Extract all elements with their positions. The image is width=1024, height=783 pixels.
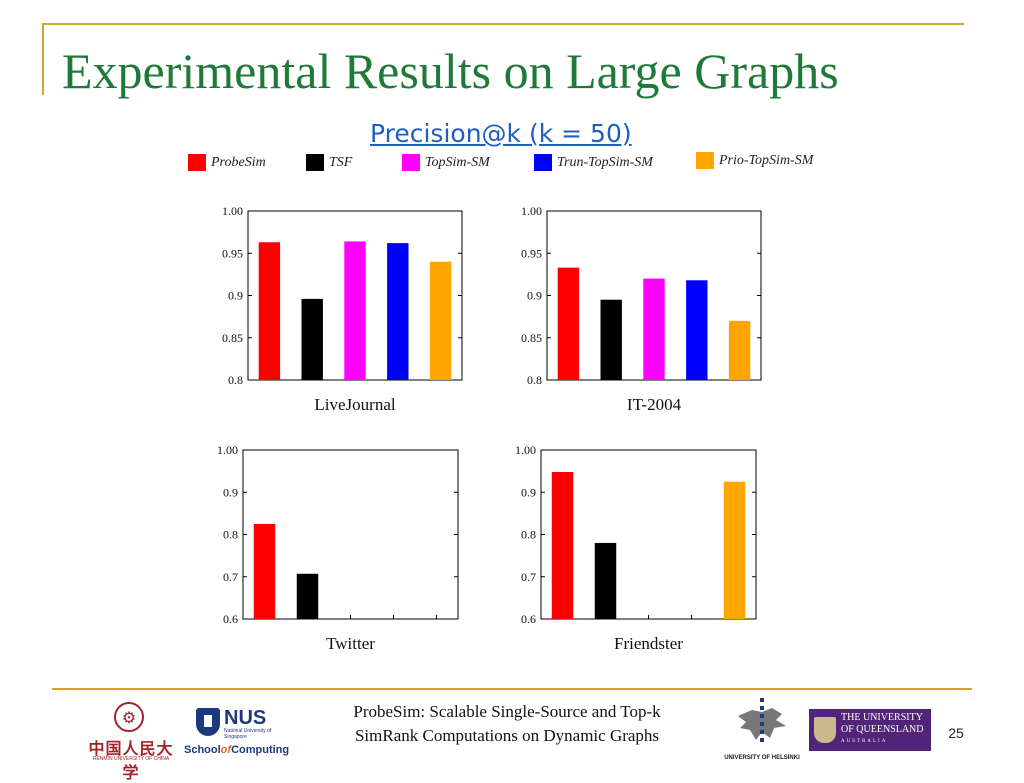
footer-line-1: ProbeSim: Scalable Single-Source and Top…	[353, 702, 661, 721]
y-tick-label-it-2004-0: 0.8	[527, 373, 542, 387]
legend-item-prio-topsim-sm: Prio-TopSim-SM	[696, 152, 813, 169]
chart-friendster: 0.6 0.7 0.8 0.9 1.00 Friendster	[515, 443, 757, 653]
title-rule-top	[42, 23, 964, 25]
bar-livejournal-probesim	[258, 242, 281, 380]
y-tick-label-livejournal-3: 0.95	[222, 246, 243, 260]
legend-label-trun-topsim-sm: Trun-TopSim-SM	[557, 154, 653, 170]
chart-livejournal: 0.8 0.85 0.9 0.95 1.00 LiveJournal	[222, 204, 463, 414]
legend-swatch-probesim	[188, 154, 206, 171]
bar-friendster-prio-topsim-sm	[723, 481, 746, 619]
footer-rule	[52, 688, 972, 690]
legend-label-prio-topsim-sm: Prio-TopSim-SM	[719, 152, 814, 168]
y-tick-label-twitter-3: 0.9	[223, 485, 238, 499]
legend-item-tsf: TSF	[306, 154, 352, 171]
bar-livejournal-tsf	[301, 298, 323, 380]
bar-it-2004-prio-topsim-sm	[728, 320, 751, 380]
slide-title: Experimental Results on Large Graphs	[62, 43, 839, 99]
nus-school-name: SchoolofComputing	[184, 744, 289, 756]
slide-number: 25	[948, 725, 964, 741]
legend-item-probesim: ProbeSim	[188, 154, 266, 171]
y-tick-label-it-2004-1: 0.85	[521, 331, 542, 345]
y-tick-label-it-2004-3: 0.95	[521, 246, 542, 260]
legend-item-trun-topsim-sm: Trun-TopSim-SM	[534, 154, 653, 171]
y-tick-label-twitter-2: 0.8	[223, 528, 238, 542]
uq-line-3: AUSTRALIA	[841, 739, 888, 744]
legend-swatch-tsf	[306, 154, 324, 171]
bar-friendster-tsf	[594, 542, 617, 619]
y-tick-label-it-2004-2: 0.9	[527, 289, 542, 303]
uq-crest-icon	[814, 717, 836, 743]
y-tick-label-twitter-0: 0.6	[223, 612, 238, 626]
chart-it-2004: 0.8 0.85 0.9 0.95 1.00 IT-2004	[521, 204, 762, 414]
nus-school-of: of	[220, 744, 232, 756]
nus-full-name: National University of Singapore	[224, 728, 272, 740]
renmin-english-name: RENMIN UNIVERSITY OF CHINA	[92, 756, 170, 762]
y-tick-label-friendster-0: 0.6	[521, 612, 536, 626]
renmin-emblem-icon: ⚙	[114, 702, 144, 732]
bar-it-2004-topsim-sm	[643, 278, 665, 380]
nus-computing-word: Computing	[231, 744, 290, 756]
legend-label-tsf: TSF	[329, 154, 353, 170]
y-tick-label-twitter-1: 0.7	[223, 570, 238, 584]
y-tick-label-friendster-4: 1.00	[515, 443, 536, 457]
y-tick-label-livejournal-1: 0.85	[222, 331, 243, 345]
bar-livejournal-trun-topsim-sm	[387, 243, 409, 380]
bar-livejournal-topsim-sm	[344, 241, 366, 380]
y-tick-label-it-2004-4: 1.00	[521, 204, 542, 218]
y-tick-label-livejournal-4: 1.00	[222, 204, 243, 218]
nus-wordmark: NUS	[224, 707, 267, 729]
helsinki-logo: UNIVERSITY OF HELSINKI	[716, 696, 808, 766]
precision-link[interactable]: Precision@k (k = 50)	[370, 119, 632, 148]
helsinki-caption: UNIVERSITY OF HELSINKI	[724, 755, 800, 761]
renmin-university-logo: ⚙ 中国人民大学 RENMIN UNIVERSITY OF CHINA	[84, 702, 178, 782]
bar-it-2004-probesim	[557, 267, 580, 380]
bar-livejournal-prio-topsim-sm	[429, 261, 452, 380]
y-tick-label-friendster-1: 0.7	[521, 570, 536, 584]
y-tick-label-twitter-4: 1.00	[217, 443, 238, 457]
nus-crest-icon	[196, 708, 220, 736]
legend-swatch-prio-topsim-sm	[696, 152, 714, 169]
footer-citation: ProbeSim: Scalable Single-Source and Top…	[322, 700, 692, 748]
chart-title-livejournal: LiveJournal	[314, 395, 395, 414]
chart-legend: ProbeSim TSF TopSim-SM Trun-TopSim-SM Pr…	[0, 0, 1024, 180]
y-tick-label-livejournal-0: 0.8	[228, 373, 243, 387]
footer-line-2: SimRank Computations on Dynamic Graphs	[354, 726, 660, 745]
uq-line-1: THE UNIVERSITY	[841, 712, 923, 723]
legend-label-topsim-sm: TopSim-SM	[425, 154, 490, 170]
bar-it-2004-tsf	[600, 299, 622, 380]
chart-twitter: 0.6 0.7 0.8 0.9 1.00 Twitter	[217, 443, 459, 653]
bar-it-2004-trun-topsim-sm	[686, 280, 708, 380]
legend-label-probesim: ProbeSim	[211, 154, 266, 170]
uq-logo: THE UNIVERSITY OF QUEENSLAND AUSTRALIA	[809, 709, 931, 751]
y-tick-label-friendster-2: 0.8	[521, 528, 536, 542]
y-tick-label-livejournal-2: 0.9	[228, 289, 243, 303]
nus-school-word: School	[184, 744, 221, 756]
bar-friendster-probesim	[551, 471, 574, 619]
legend-item-topsim-sm: TopSim-SM	[402, 154, 490, 171]
chart-title-it-2004: IT-2004	[627, 395, 682, 414]
legend-swatch-topsim-sm	[402, 154, 420, 171]
uq-name: THE UNIVERSITY OF QUEENSLAND AUSTRALIA	[841, 712, 924, 748]
nus-logo: NUS National University of Singapore Sch…	[184, 706, 289, 762]
chart-title-twitter: Twitter	[326, 634, 375, 653]
title-rule-left	[42, 23, 44, 95]
uq-line-2: OF QUEENSLAND	[841, 724, 924, 735]
y-tick-label-friendster-3: 0.9	[521, 485, 536, 499]
bar-twitter-probesim	[253, 523, 276, 619]
helsinki-emblem-icon	[738, 698, 786, 742]
chart-title-friendster: Friendster	[614, 634, 683, 653]
bar-twitter-tsf	[296, 573, 319, 619]
legend-swatch-trun-topsim-sm	[534, 154, 552, 171]
